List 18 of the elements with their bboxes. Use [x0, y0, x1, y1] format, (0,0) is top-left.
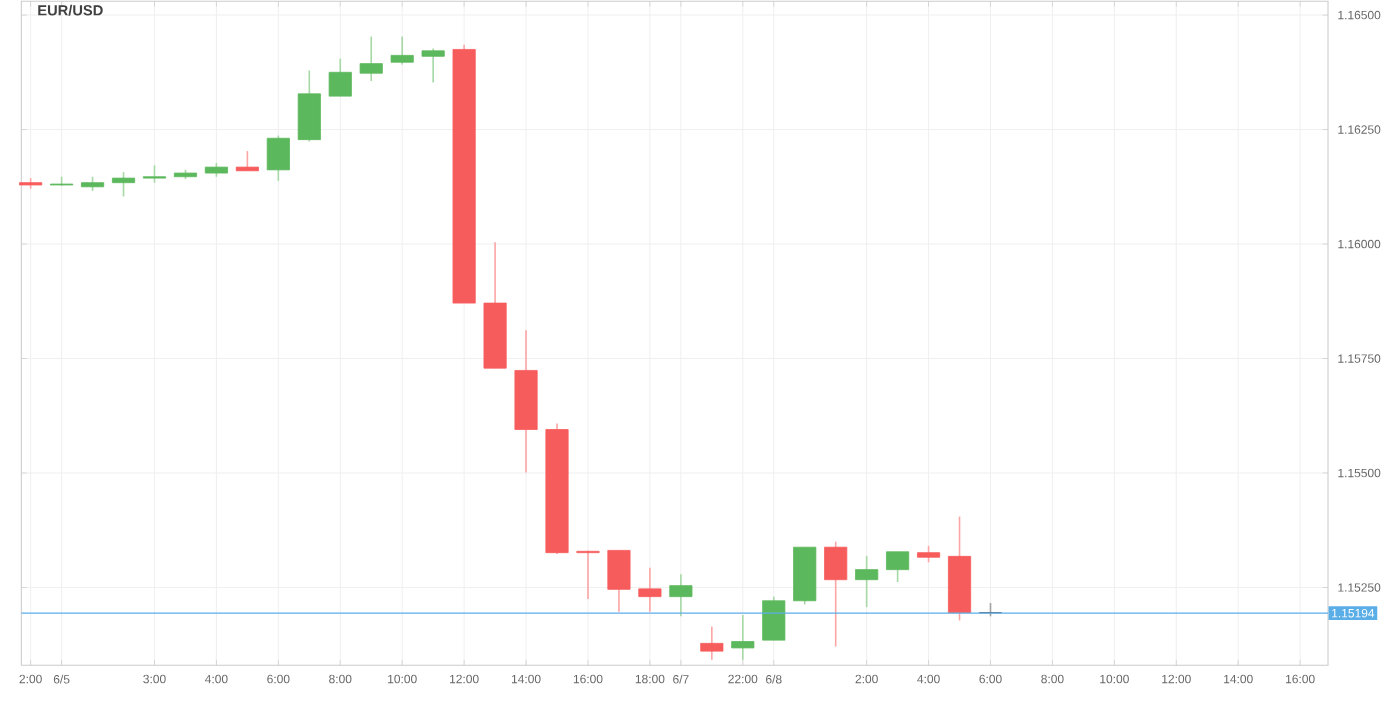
- candlestick: [886, 550, 910, 583]
- candlestick: [328, 57, 352, 97]
- candlestick: [731, 614, 755, 661]
- candlestick: [359, 35, 383, 82]
- candlestick: [824, 540, 848, 648]
- candlestick: [235, 150, 259, 172]
- candlestick: [266, 134, 290, 182]
- candlestick: [111, 171, 136, 198]
- candlestick: [669, 573, 693, 618]
- candlestick: [297, 69, 321, 143]
- candlestick: [638, 567, 662, 613]
- candlestick: [855, 555, 879, 608]
- candlestick: [762, 595, 786, 641]
- candlestick: [607, 549, 631, 613]
- candlestick: [390, 35, 414, 66]
- candlestick: [700, 625, 724, 661]
- candlestick: [576, 550, 600, 600]
- candlestick: [421, 47, 445, 84]
